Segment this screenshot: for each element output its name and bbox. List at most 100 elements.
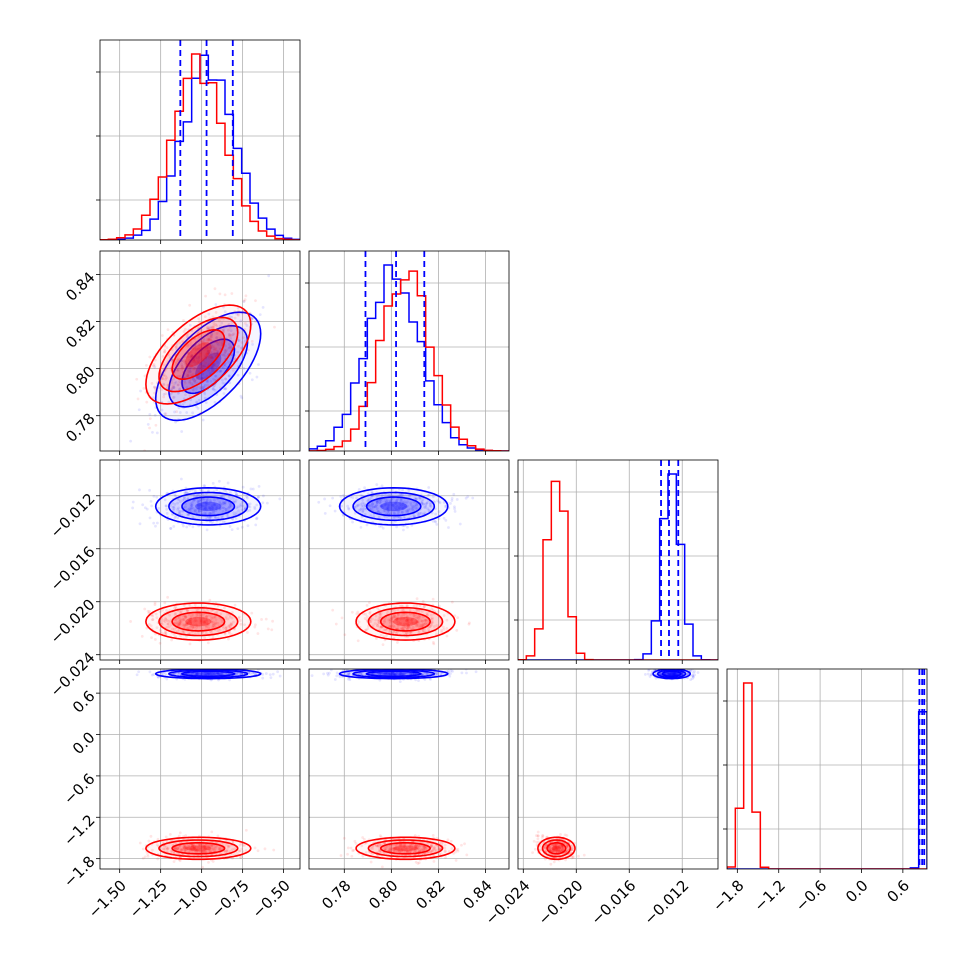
scatter-point (237, 309, 241, 313)
scatter-point (213, 384, 216, 387)
scatter-point (188, 849, 192, 852)
scatter-point (236, 312, 240, 316)
scatter-point (187, 844, 191, 848)
scatter-point (422, 846, 426, 849)
scatter-point (167, 400, 171, 404)
scatter-point (204, 512, 208, 515)
x-tick-label: −0.016 (588, 877, 640, 929)
scatter-point (200, 504, 204, 508)
scatter-point (189, 355, 193, 359)
scatter-point (381, 625, 385, 629)
scatter-point (375, 501, 379, 504)
scatter-point (200, 619, 203, 623)
scatter-point (388, 673, 392, 676)
scatter-point (226, 515, 230, 518)
scatter-point (191, 845, 195, 848)
scatter-point (162, 373, 166, 376)
density-fill (185, 617, 212, 627)
scatter-point (668, 672, 672, 675)
scatter-point (399, 843, 403, 847)
scatter-point (181, 340, 184, 343)
scatter-point (200, 488, 204, 492)
scatter-point (199, 499, 203, 502)
scatter-point (212, 385, 215, 389)
scatter-point (177, 510, 181, 513)
scatter-point (359, 493, 363, 497)
scatter-point (145, 400, 149, 404)
scatter-point (456, 849, 460, 853)
scatter-point (192, 378, 195, 382)
scatter-point (177, 498, 181, 502)
scatter-point (195, 613, 199, 617)
scatter-point (351, 496, 355, 500)
scatter-point (672, 672, 676, 676)
scatter-point (221, 510, 225, 513)
x-tick-label: −0.012 (641, 877, 693, 929)
scatter-point (164, 617, 167, 620)
scatter-point (206, 325, 210, 329)
scatter-point (218, 507, 222, 511)
scatter-point (200, 631, 204, 635)
scatter-point (433, 500, 437, 504)
scatter-point (173, 606, 176, 610)
scatter-point (214, 346, 217, 350)
scatter-point (254, 320, 257, 323)
scatter-point (199, 498, 202, 502)
scatter-point (181, 365, 184, 369)
scatter-point (353, 505, 357, 509)
scatter-point (151, 618, 155, 621)
scatter-point (417, 629, 421, 633)
scatter-point (383, 841, 386, 845)
scatter-point (400, 672, 403, 676)
scatter-point (414, 497, 418, 501)
scatter-point (205, 353, 209, 357)
scatter-point (193, 847, 197, 851)
scatter-point (224, 361, 228, 365)
scatter-point (422, 502, 425, 506)
scatter-point (364, 628, 368, 632)
scatter-point (214, 354, 218, 358)
scatter-point (415, 622, 418, 626)
scatter-point (148, 426, 151, 430)
scatter-point (406, 618, 409, 622)
scatter-point (646, 672, 650, 676)
scatter-point (218, 672, 222, 676)
scatter-point (137, 670, 141, 674)
scatter-point (400, 843, 403, 847)
scatter-point (415, 507, 419, 510)
scatter-point (226, 845, 230, 849)
scatter-point (184, 834, 188, 837)
scatter-point (241, 336, 245, 340)
x-tick-label: −1.50 (85, 877, 130, 922)
scatter-point (242, 367, 246, 370)
scatter-point (673, 672, 676, 676)
scatter-point (424, 618, 428, 622)
scatter-point (552, 848, 556, 852)
scatter-point (375, 503, 379, 507)
scatter-point (346, 504, 350, 508)
scatter-point (181, 623, 185, 627)
scatter-point (353, 511, 357, 515)
scatter-point (415, 503, 418, 506)
scatter-point (371, 845, 374, 848)
scatter-point (202, 498, 206, 501)
scatter-point (414, 624, 418, 628)
scatter-point (200, 845, 203, 849)
scatter-point (194, 348, 198, 352)
scatter-point (213, 672, 216, 676)
scatter-point (162, 393, 166, 396)
scatter-point (417, 496, 421, 499)
scatter-point (145, 507, 149, 511)
scatter-point (401, 507, 405, 510)
density-fill (380, 501, 408, 511)
scatter-point (213, 374, 217, 378)
contour-line (168, 491, 249, 522)
scatter-point (188, 343, 192, 347)
scatter-point (156, 837, 160, 841)
scatter-point (202, 612, 206, 616)
scatter-point (347, 671, 351, 675)
scatter-point (158, 628, 162, 632)
scatter-point (555, 848, 559, 851)
scatter-point (220, 514, 223, 518)
scatter-point (365, 618, 369, 622)
